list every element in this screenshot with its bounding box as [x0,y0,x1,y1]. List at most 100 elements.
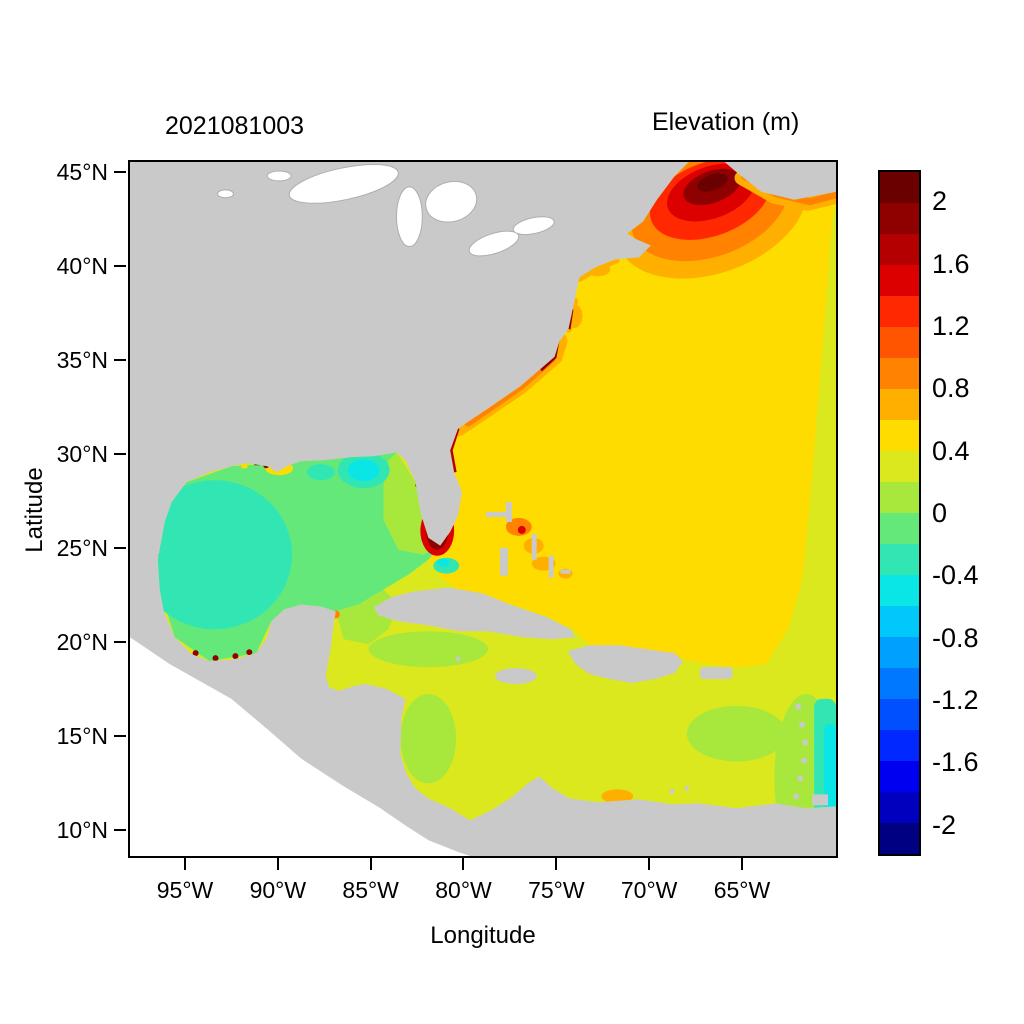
hispaniola [567,645,683,683]
delta-east-teal-spot [306,464,335,481]
colorbar-label: 2 [932,186,948,217]
y-axis-tick [114,829,126,831]
colorbar-cell [880,575,919,606]
y-axis-tick [114,359,126,361]
colorbar-cell [880,730,919,761]
lake-huron [425,180,478,223]
colorbar-cell [880,234,919,265]
panhandle-cyan-spot [347,459,380,482]
x-axis-tick [740,858,743,870]
colorbar-cell [880,358,919,389]
x-axis-tick [555,858,558,870]
colorbar-cell [880,637,919,668]
south-of-cuba-region [368,631,488,668]
colorbar-label: 1.2 [932,310,970,341]
colorbar-cell [880,296,919,327]
colorbar-cell [880,823,919,854]
x-axis-tick-label: 95°W [156,877,214,903]
x-axis-tick-label: 70°W [620,877,678,903]
mid-atlantic-yellow-spot [710,438,747,467]
colorbar-cell [880,451,919,482]
lake-ontario [512,216,555,236]
colorbar-title: Elevation (m) [652,108,800,136]
x-axis-tick-label: 85°W [342,877,399,903]
y-axis-tick [114,171,126,173]
pacific-outside-domain [130,637,471,856]
x-axis-title: Longitude [430,922,536,949]
x-axis-tick [276,858,279,870]
east-caribbean-green-patch [686,705,787,762]
y-axis-tick-label: 10°N [56,817,108,843]
colorbar-cell [880,792,919,823]
y-axis-tick-label: 40°N [56,253,108,279]
y-axis-tick [114,265,126,267]
florida-bay-cyan [437,558,450,567]
small-lake [217,189,234,199]
y-axis-tick-label: 15°N [56,723,108,749]
lesser-antilles [455,656,829,806]
colorbar-cell [880,699,919,730]
cuba [373,587,576,640]
x-axis-tick [184,858,186,870]
georgia-coast-darkred [449,428,460,473]
colorbar-cell [880,389,919,420]
x-axis-tick-label: 80°W [435,877,492,903]
islands-layer [373,162,836,806]
x-axis-tick [462,858,465,870]
puerto-rico [699,667,733,680]
colorbar-cell [880,761,919,792]
colorbar-cell [880,482,919,513]
small-lake [266,170,292,182]
x-axis-tick-label: 90°W [249,877,307,903]
colorbar-label: 1.6 [932,248,970,279]
colorbar-label: -1.2 [932,685,979,716]
colorbar-cell [880,606,919,637]
trinidad [812,794,829,806]
west-gulf-turquoise-core [157,480,293,630]
y-axis-tick-label: 25°N [56,535,108,561]
map-plot-area [128,160,838,858]
colorbar-label: -1.6 [932,747,979,778]
colorbar-cell [880,420,919,451]
bahamas-orange-spots [505,517,573,579]
lake-erie [468,230,520,257]
colorbar-label: 0.4 [932,435,970,466]
great-lakes [217,163,555,257]
lake-superior [288,163,399,204]
elevation-map [130,162,836,856]
x-axis-tick [648,858,651,870]
cayman [455,656,461,662]
y-axis-tick-label: 30°N [56,441,108,467]
y-axis-tick-label: 35°N [56,347,108,373]
colorbar-cell [880,544,919,575]
east-gulf-region [383,452,441,555]
y-axis-tick [114,735,126,737]
colorbar-cell [880,668,919,699]
jamaica [494,668,537,684]
colorbar-cell [880,172,919,203]
y-axis-tick [114,641,126,643]
y-axis-tick-label: 45°N [56,159,108,185]
nova-scotia [724,162,836,200]
y-axis-tick-label: 20°N [56,629,108,655]
colorbar-label: -2 [932,809,957,840]
colorbar-cell [880,327,919,358]
nicaragua-coast-region [400,693,457,784]
colorbar-label: -0.8 [932,622,979,653]
colorbar-cell [880,203,919,234]
x-axis-tick-label: 65°W [713,877,771,903]
colorbar-cell [880,513,919,544]
y-axis-tick [114,547,126,549]
x-axis-tick [369,858,372,870]
x-axis-tick-label: 75°W [528,877,585,903]
colorbar [878,170,921,856]
colorbar-label: 0 [932,498,948,528]
colorbar-label: -0.4 [932,560,979,591]
y-axis-tick [114,453,126,455]
colorbar-cell [880,265,919,296]
venezuela-coast-orange [601,789,634,804]
colorbar-label: 0.8 [932,373,970,404]
lake-michigan [395,186,423,248]
bahamas-islands [485,502,571,578]
run-timestamp-title: 2021081003 [165,112,305,140]
